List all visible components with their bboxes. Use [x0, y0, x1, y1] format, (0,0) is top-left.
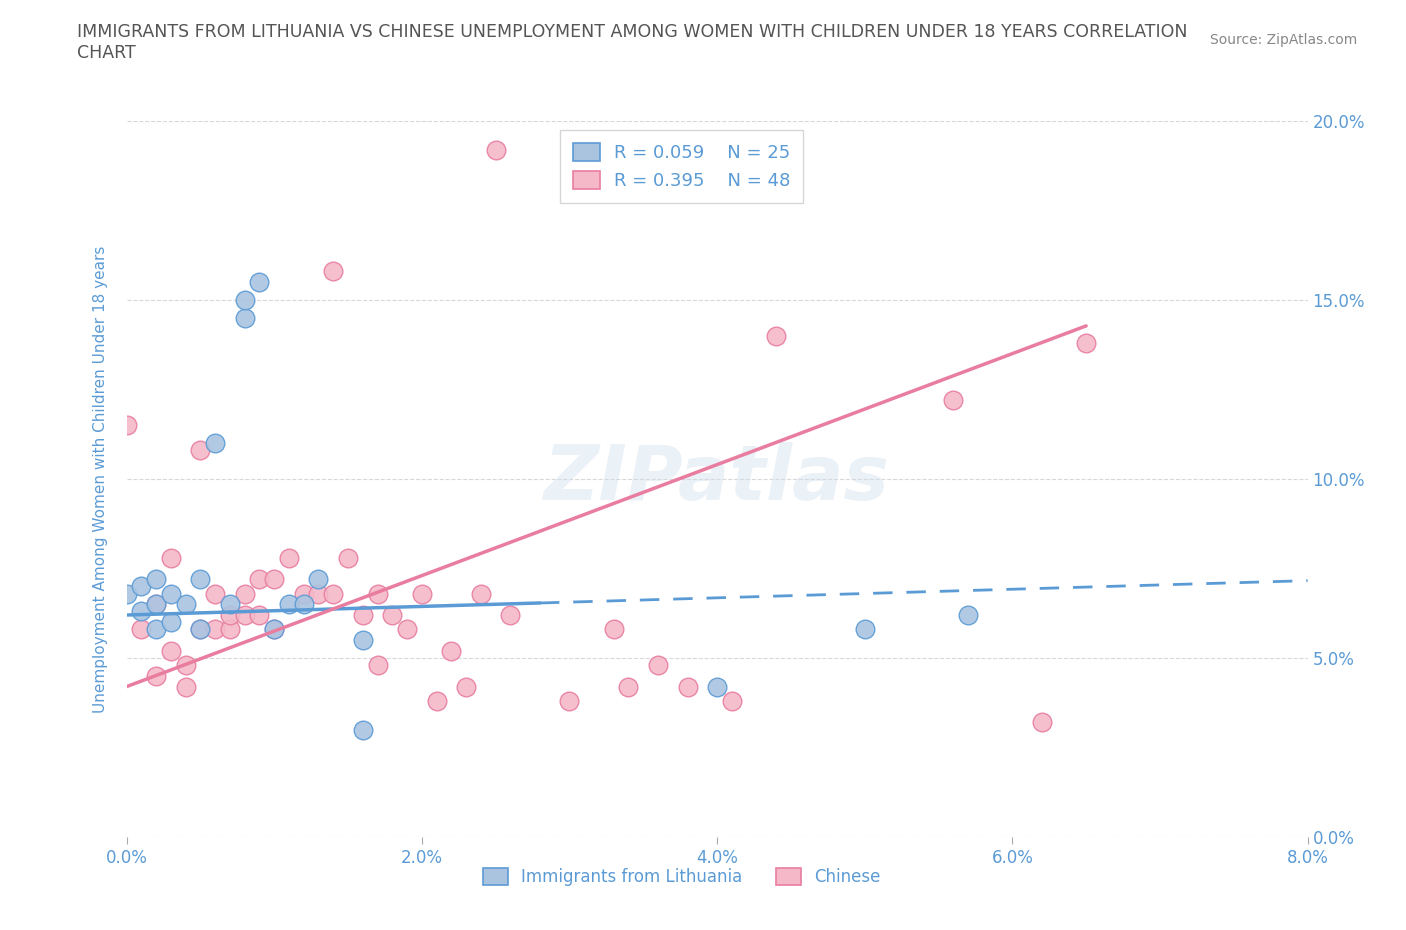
Point — [957, 607, 980, 622]
Point — [721, 694, 744, 709]
Point — [174, 679, 197, 694]
Point — [1076, 336, 1098, 351]
Point — [1031, 715, 1053, 730]
Point — [204, 622, 226, 637]
Point — [233, 586, 256, 601]
Point — [470, 586, 492, 601]
Text: ZIPatlas: ZIPatlas — [544, 442, 890, 516]
Point — [249, 274, 271, 289]
Legend: Immigrants from Lithuania, Chinese: Immigrants from Lithuania, Chinese — [477, 861, 887, 893]
Point — [603, 622, 626, 637]
Point — [145, 597, 167, 612]
Point — [307, 586, 329, 601]
Point — [204, 586, 226, 601]
Point — [233, 292, 256, 307]
Point — [249, 572, 271, 587]
Point — [381, 607, 404, 622]
Point — [352, 722, 374, 737]
Point — [219, 622, 242, 637]
Point — [765, 328, 787, 343]
Point — [278, 597, 301, 612]
Point — [219, 607, 242, 622]
Y-axis label: Unemployment Among Women with Children Under 18 years: Unemployment Among Women with Children U… — [93, 246, 108, 712]
Point — [115, 586, 138, 601]
Point — [188, 622, 212, 637]
Point — [233, 607, 256, 622]
Point — [145, 622, 167, 637]
Text: Source: ZipAtlas.com: Source: ZipAtlas.com — [1209, 33, 1357, 46]
Point — [558, 694, 581, 709]
Point — [292, 597, 315, 612]
Point — [647, 658, 669, 672]
Point — [129, 622, 153, 637]
Point — [263, 572, 285, 587]
Point — [942, 392, 965, 407]
Point — [352, 632, 374, 647]
Point — [322, 264, 344, 279]
Point — [292, 586, 315, 601]
Point — [233, 311, 256, 325]
Point — [160, 551, 183, 565]
Point — [219, 597, 242, 612]
Point — [456, 679, 478, 694]
Point — [263, 622, 285, 637]
Point — [411, 586, 433, 601]
Point — [676, 679, 699, 694]
Point — [337, 551, 360, 565]
Point — [322, 586, 344, 601]
Point — [129, 578, 153, 594]
Point — [160, 644, 183, 658]
Point — [499, 607, 522, 622]
Point — [263, 622, 285, 637]
Text: IMMIGRANTS FROM LITHUANIA VS CHINESE UNEMPLOYMENT AMONG WOMEN WITH CHILDREN UNDE: IMMIGRANTS FROM LITHUANIA VS CHINESE UNE… — [77, 23, 1188, 62]
Point — [174, 597, 197, 612]
Point — [484, 142, 508, 157]
Point — [129, 604, 153, 618]
Point — [188, 622, 212, 637]
Point — [367, 658, 389, 672]
Point — [617, 679, 640, 694]
Point — [115, 418, 138, 432]
Point — [307, 572, 329, 587]
Point — [706, 679, 728, 694]
Point — [174, 658, 197, 672]
Point — [440, 644, 463, 658]
Point — [367, 586, 389, 601]
Point — [160, 615, 183, 630]
Point — [352, 607, 374, 622]
Point — [145, 572, 167, 587]
Point — [145, 597, 167, 612]
Point — [278, 551, 301, 565]
Point — [396, 622, 419, 637]
Point — [188, 572, 212, 587]
Point — [204, 435, 226, 451]
Point — [249, 607, 271, 622]
Point — [853, 622, 876, 637]
Point — [160, 586, 183, 601]
Point — [145, 669, 167, 684]
Point — [426, 694, 449, 709]
Point — [188, 443, 212, 458]
